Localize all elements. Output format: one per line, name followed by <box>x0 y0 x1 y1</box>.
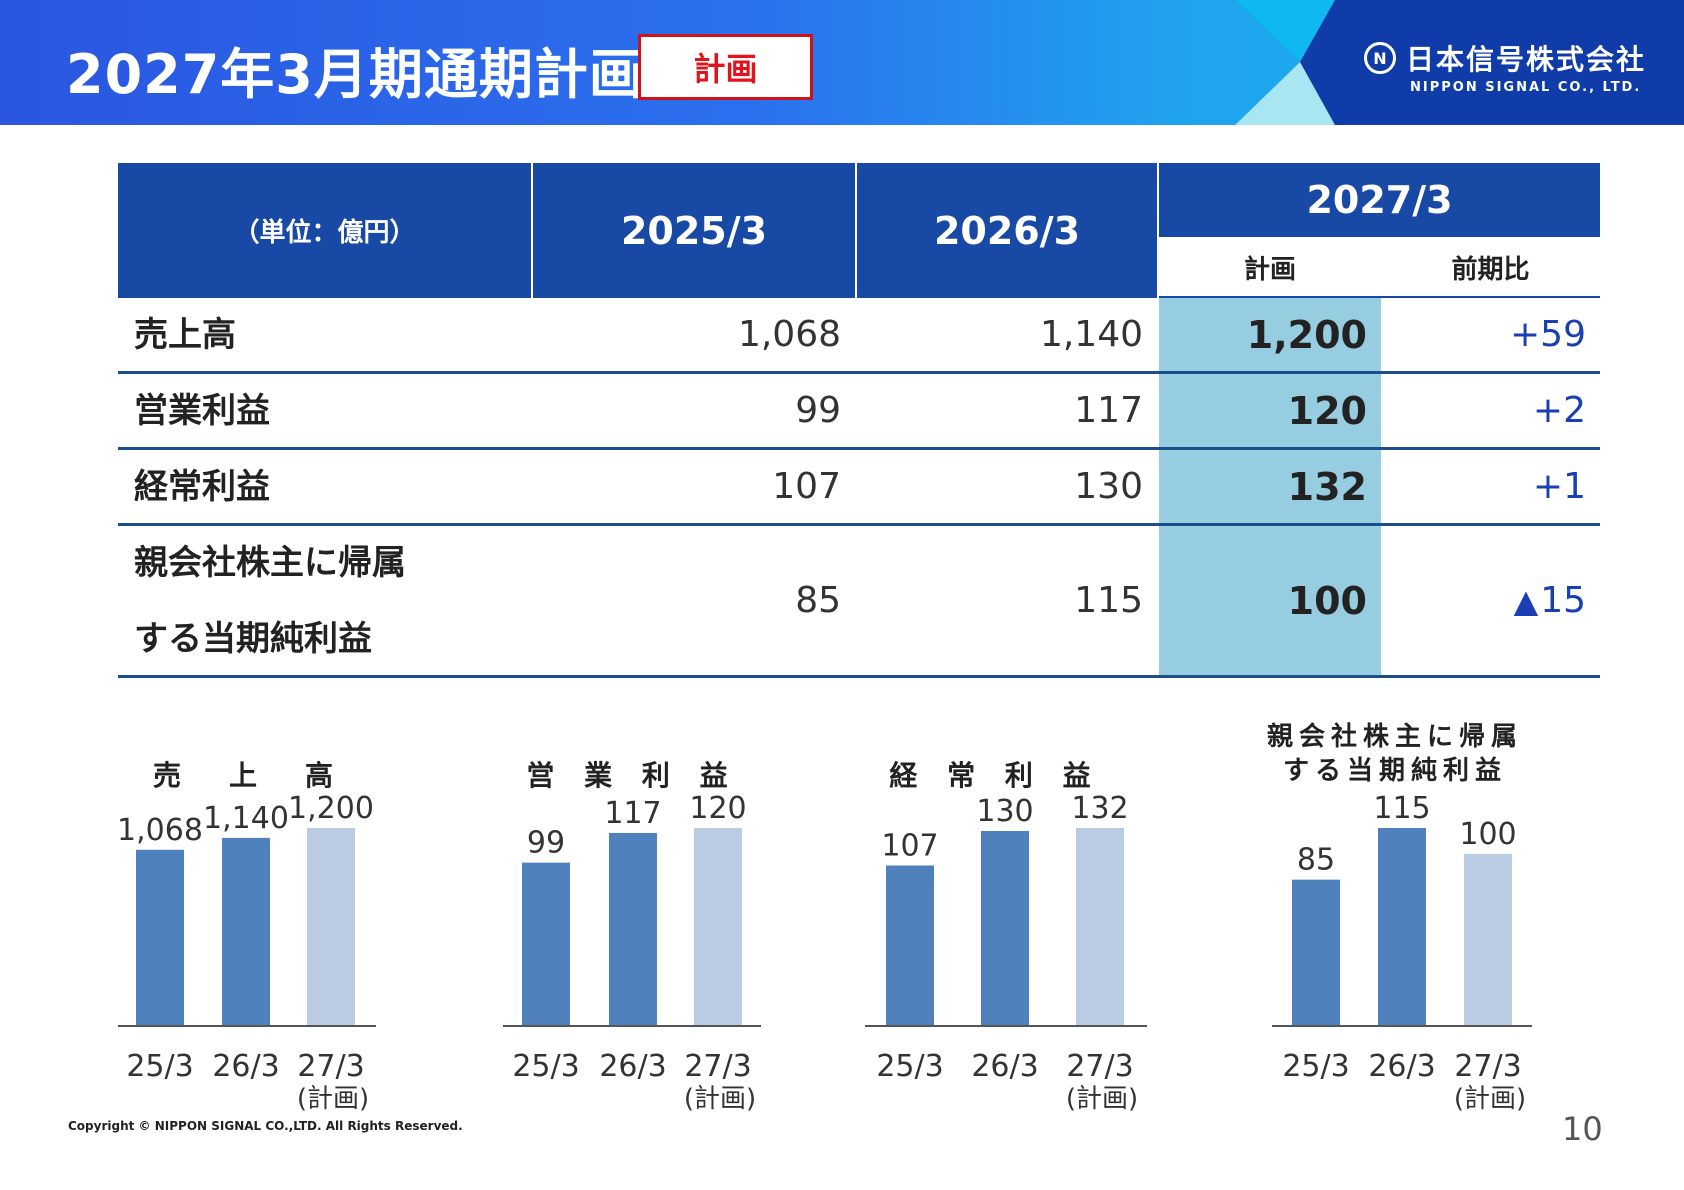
bar <box>222 837 270 1026</box>
row-label: 親会社株主に帰属 する当期純利益 <box>134 526 534 675</box>
bar-value-label: 120 <box>689 791 746 826</box>
bar <box>1292 879 1340 1026</box>
cell-plan: 120 <box>1159 374 1381 447</box>
bar <box>609 832 657 1026</box>
page-title: 2027年3月期通期計画 <box>66 43 644 106</box>
bar <box>307 828 355 1026</box>
x-tick-label: 25/3 <box>876 1049 943 1084</box>
cell-yoy: +59 <box>1510 314 1586 355</box>
cell-yoy: +2 <box>1532 390 1586 431</box>
subheader-yoy: 前期比 <box>1451 255 1530 285</box>
row-label: 売上高 <box>134 314 236 355</box>
header-2026: 2026/3 <box>857 163 1157 298</box>
bar-value-label: 85 <box>1297 843 1335 878</box>
bar <box>886 865 934 1026</box>
cell-2025: 1,068 <box>737 314 841 355</box>
bar-value-label: 117 <box>604 796 661 831</box>
unit-header: （単位：億円） <box>118 163 531 298</box>
chart-title-net-income-line2: する当期純利益 <box>1282 756 1507 786</box>
x-tick-label: 26/3 <box>599 1049 666 1084</box>
bar-value-label: 1,200 <box>288 791 374 826</box>
x-tick-label: 26/3 <box>971 1049 1038 1084</box>
chart-title-net-income-line1: 親会社株主に帰属 <box>1266 722 1523 752</box>
bar-value-label: 115 <box>1373 791 1430 826</box>
table-row: 売上高 1,068 1,140 1,200 +59 <box>118 298 1600 374</box>
cell-plan: 100 <box>1159 526 1381 675</box>
cell-2026: 1,140 <box>1039 314 1143 355</box>
bar <box>1076 828 1124 1026</box>
charts-area: 売 上 高 営 業 利 益 経 常 利 益 親会社株主に帰属 する当期純利益 1… <box>0 720 1684 1120</box>
bar-value-label: 130 <box>976 794 1033 829</box>
chart-title-sales: 売 上 高 <box>152 759 343 792</box>
logo-english-name: NIPPON SIGNAL CO., LTD. <box>1410 80 1642 95</box>
cell-plan: 132 <box>1159 450 1381 523</box>
bar-value-label: 107 <box>881 829 938 864</box>
bar <box>694 828 742 1026</box>
plan-note-label: (計画) <box>684 1084 756 1114</box>
x-tick-label: 26/3 <box>212 1049 279 1084</box>
bar <box>1378 828 1426 1026</box>
row-label-line1: 親会社株主に帰属 <box>134 542 406 583</box>
cell-2025: 85 <box>795 580 841 621</box>
row-label-line2: する当期純利益 <box>134 618 372 659</box>
cell-2026: 117 <box>1074 390 1143 431</box>
cell-2026: 115 <box>1074 580 1143 621</box>
table-header: （単位：億円） 2025/3 2026/3 2027/3 計画 前期比 <box>118 163 1600 298</box>
x-tick-label: 27/3 <box>1066 1049 1133 1084</box>
header-2025: 2025/3 <box>533 163 855 298</box>
bar <box>136 849 184 1026</box>
bar-value-label: 132 <box>1071 791 1128 826</box>
logo-mark-icon: N <box>1364 42 1396 74</box>
bar-charts-svg: 1,06825/31,14026/31,20027/3(計画)9925/3117… <box>117 791 1532 1114</box>
cell-2025: 99 <box>795 390 841 431</box>
bar-value-label: 99 <box>527 826 565 861</box>
bar-value-label: 1,140 <box>203 801 289 836</box>
row-label: 営業利益 <box>134 390 270 431</box>
copyright: Copyright © NIPPON SIGNAL CO.,LTD. All R… <box>68 1119 463 1133</box>
subheader-plan: 計画 <box>1243 255 1296 285</box>
header-decoration <box>1235 0 1684 125</box>
table-row: 営業利益 99 117 120 +2 <box>118 374 1600 450</box>
x-tick-label: 27/3 <box>297 1049 364 1084</box>
plan-badge: 計画 <box>638 34 813 100</box>
cell-plan: 1,200 <box>1159 298 1381 371</box>
page-number: 10 <box>1562 1110 1603 1148</box>
row-label: 経常利益 <box>134 466 270 507</box>
slide-header: 2027年3月期通期計画 計画 N 日本信号株式会社 NIPPON SIGNAL… <box>0 0 1684 125</box>
x-tick-label: 26/3 <box>1368 1049 1435 1084</box>
x-tick-label: 25/3 <box>126 1049 193 1084</box>
x-tick-label: 25/3 <box>512 1049 579 1084</box>
x-tick-label: 25/3 <box>1282 1049 1349 1084</box>
bar-value-label: 100 <box>1459 817 1516 852</box>
header-2027: 2027/3 <box>1159 163 1600 237</box>
chart-title-net-income: 親会社株主に帰属 する当期純利益 <box>1250 720 1540 788</box>
cell-yoy: ▲ 15 <box>1381 526 1600 675</box>
chart-title-ordinary-profit: 経 常 利 益 <box>889 759 1101 792</box>
table-row: 経常利益 107 130 132 +1 <box>118 450 1600 526</box>
plan-note-label: (計画) <box>1454 1084 1526 1114</box>
subheader-divider <box>1159 296 1600 298</box>
bar <box>981 831 1029 1026</box>
decrease-triangle-icon: ▲ <box>1513 581 1539 620</box>
bar <box>522 862 570 1026</box>
table-row: 親会社株主に帰属 する当期純利益 85 115 100 ▲ 15 <box>118 526 1600 678</box>
x-tick-label: 27/3 <box>1454 1049 1521 1084</box>
cell-2025: 107 <box>772 466 841 507</box>
financial-table: （単位：億円） 2025/3 2026/3 2027/3 計画 前期比 売上高 … <box>118 163 1600 678</box>
cell-yoy-value: 15 <box>1540 580 1586 621</box>
bar <box>1464 853 1512 1026</box>
cell-yoy: +1 <box>1532 466 1586 507</box>
plan-note-label: (計画) <box>1066 1084 1138 1114</box>
cell-2026: 130 <box>1074 466 1143 507</box>
plan-note-label: (計画) <box>297 1084 369 1114</box>
x-tick-label: 27/3 <box>684 1049 751 1084</box>
bar-value-label: 1,068 <box>117 813 203 848</box>
logo-japanese-name: 日本信号株式会社 <box>1406 43 1647 76</box>
chart-title-operating-profit: 営 業 利 益 <box>526 759 738 792</box>
company-logo: N 日本信号株式会社 NIPPON SIGNAL CO., LTD. <box>1364 38 1646 95</box>
